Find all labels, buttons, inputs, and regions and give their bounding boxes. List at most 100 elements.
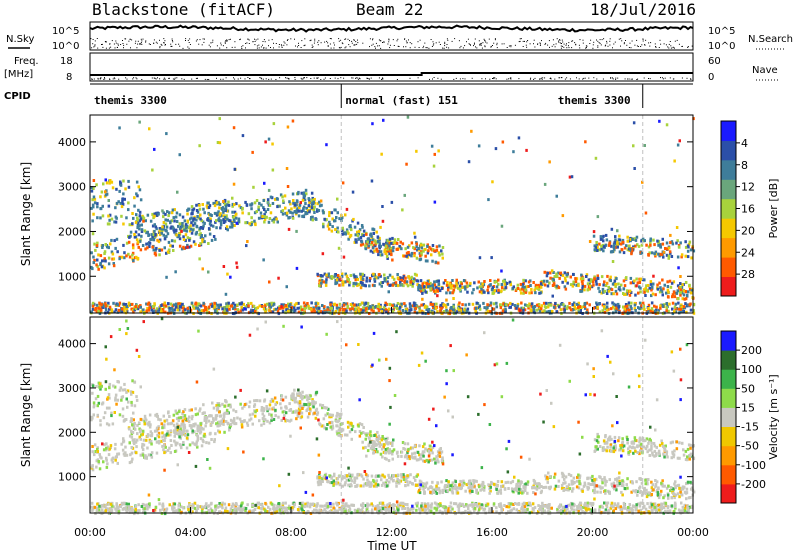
data-cell bbox=[367, 244, 370, 248]
data-cell bbox=[96, 258, 99, 262]
nave-dot bbox=[103, 78, 105, 80]
data-cell bbox=[575, 277, 579, 281]
data-cell bbox=[141, 448, 145, 452]
data-cell bbox=[610, 244, 613, 248]
data-cell bbox=[148, 245, 151, 248]
data-cell bbox=[102, 460, 105, 464]
data-cell bbox=[385, 255, 389, 258]
data-cell bbox=[675, 241, 678, 245]
data-cell bbox=[168, 309, 171, 313]
data-cell bbox=[401, 208, 404, 212]
data-cell bbox=[477, 280, 480, 284]
data-cell bbox=[146, 213, 150, 217]
data-cell bbox=[262, 406, 265, 410]
nave-dot bbox=[489, 78, 491, 80]
data-cell bbox=[580, 273, 583, 277]
data-cell bbox=[397, 310, 400, 314]
noise-dot bbox=[592, 47, 594, 49]
noise-dot bbox=[634, 44, 636, 46]
noise-dot bbox=[117, 44, 119, 46]
data-cell bbox=[209, 303, 212, 307]
data-cell bbox=[363, 308, 367, 312]
nave-dot bbox=[631, 78, 633, 80]
data-cell bbox=[132, 418, 135, 422]
nave-dot bbox=[648, 78, 649, 79]
noise-dot bbox=[537, 43, 539, 45]
data-cell bbox=[127, 208, 130, 212]
data-cell bbox=[440, 249, 443, 253]
data-cell bbox=[215, 219, 218, 223]
data-cell bbox=[569, 283, 573, 287]
data-cell bbox=[314, 401, 317, 405]
data-cell bbox=[666, 247, 669, 251]
data-cell bbox=[102, 182, 105, 186]
data-cell bbox=[316, 412, 319, 416]
data-cell bbox=[321, 304, 324, 307]
data-cell bbox=[99, 254, 103, 258]
data-cell bbox=[131, 212, 134, 215]
data-cell bbox=[107, 246, 110, 250]
data-cell bbox=[178, 432, 181, 435]
data-cell bbox=[268, 204, 272, 207]
nave-dot bbox=[157, 77, 158, 79]
data-cell bbox=[278, 307, 281, 311]
data-cell bbox=[579, 308, 582, 312]
data-cell bbox=[640, 251, 644, 255]
data-cell bbox=[375, 241, 378, 245]
data-cell bbox=[133, 306, 136, 310]
data-cell bbox=[200, 444, 204, 448]
nave-dot bbox=[285, 77, 286, 79]
data-cell bbox=[342, 302, 346, 305]
data-cell bbox=[331, 413, 334, 417]
data-cell bbox=[598, 242, 601, 246]
nave-dot bbox=[381, 78, 383, 80]
data-cell bbox=[325, 427, 328, 431]
data-cell bbox=[234, 422, 238, 426]
data-cell bbox=[93, 242, 96, 246]
data-cell bbox=[271, 142, 274, 146]
data-cell bbox=[519, 282, 523, 286]
data-cell bbox=[336, 226, 339, 230]
data-cell bbox=[622, 287, 625, 291]
noise-dot bbox=[484, 45, 486, 47]
data-cell bbox=[386, 282, 390, 286]
data-cell bbox=[443, 303, 447, 307]
data-cell bbox=[108, 447, 112, 451]
data-cell bbox=[93, 201, 97, 205]
data-cell bbox=[153, 147, 156, 151]
data-cell bbox=[258, 201, 261, 205]
nave-dot bbox=[554, 78, 556, 80]
data-cell bbox=[145, 302, 148, 306]
noise-dot bbox=[375, 47, 376, 49]
data-cell bbox=[359, 308, 363, 312]
data-cell bbox=[392, 448, 396, 452]
noise-dot bbox=[545, 42, 547, 44]
noise-dot bbox=[301, 40, 303, 42]
data-cell bbox=[665, 241, 669, 245]
data-cell bbox=[221, 208, 224, 212]
noise-dot bbox=[101, 44, 102, 45]
data-cell bbox=[584, 140, 587, 144]
data-cell bbox=[493, 289, 496, 292]
data-cell bbox=[250, 301, 253, 305]
data-cell bbox=[182, 305, 185, 309]
data-cell bbox=[327, 227, 331, 231]
data-cell bbox=[341, 216, 344, 220]
data-cell bbox=[398, 305, 402, 309]
data-cell bbox=[203, 432, 206, 436]
noise-dot bbox=[659, 39, 661, 41]
data-cell bbox=[688, 283, 691, 287]
data-cell bbox=[219, 226, 222, 230]
data-cell bbox=[90, 186, 93, 190]
data-cell bbox=[456, 306, 460, 310]
data-cell bbox=[209, 217, 212, 221]
data-cell bbox=[407, 253, 411, 257]
noise-dot bbox=[170, 43, 172, 45]
data-cell bbox=[212, 306, 216, 310]
noise-dot bbox=[597, 45, 599, 47]
data-cell bbox=[138, 120, 141, 124]
data-cell bbox=[551, 310, 554, 313]
data-cell bbox=[110, 308, 114, 312]
noise-dot bbox=[94, 44, 96, 46]
noise-dot bbox=[527, 40, 529, 41]
